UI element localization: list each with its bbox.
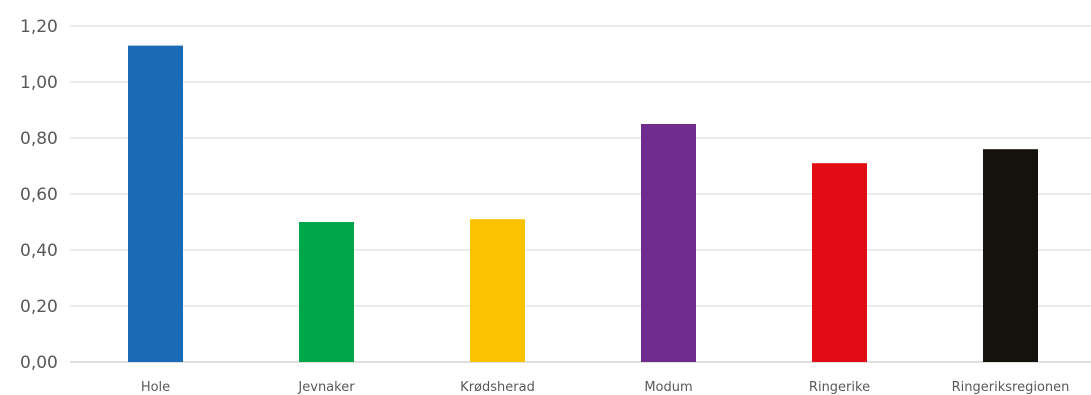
y-tick-label: 1,20 xyxy=(20,17,58,37)
bar-ringeriksregionen xyxy=(983,149,1038,362)
bar-jevnaker xyxy=(299,222,354,362)
x-tick-label: Modum xyxy=(644,380,692,395)
x-tick-label: Jevnaker xyxy=(297,380,355,395)
bar-hole xyxy=(128,45,183,362)
y-tick-label: 0,20 xyxy=(20,297,58,317)
y-tick-label: 0,40 xyxy=(20,241,58,261)
y-tick-label: 0,60 xyxy=(20,185,58,205)
y-axis-tick-labels: 0,00 0,20 0,40 0,60 0,80 1,00 1,20 xyxy=(20,17,58,373)
x-tick-label: Ringerike xyxy=(809,380,870,395)
y-tick-label: 0,00 xyxy=(20,353,58,373)
x-tick-label: Ringeriksregionen xyxy=(952,380,1070,395)
y-tick-label: 0,80 xyxy=(20,129,58,149)
bar-kr-dsherad xyxy=(470,219,525,362)
bar-modum xyxy=(641,124,696,362)
y-tick-label: 1,00 xyxy=(20,73,58,93)
x-tick-label: Krødsherad xyxy=(460,380,535,395)
bar-ringerike xyxy=(812,163,867,362)
x-axis-tick-labels: Hole Jevnaker Krødsherad Modum Ringerike Ring… xyxy=(141,380,1070,395)
x-tick-label: Hole xyxy=(141,380,170,395)
gridlines xyxy=(70,25,1091,363)
bars xyxy=(128,45,1038,362)
